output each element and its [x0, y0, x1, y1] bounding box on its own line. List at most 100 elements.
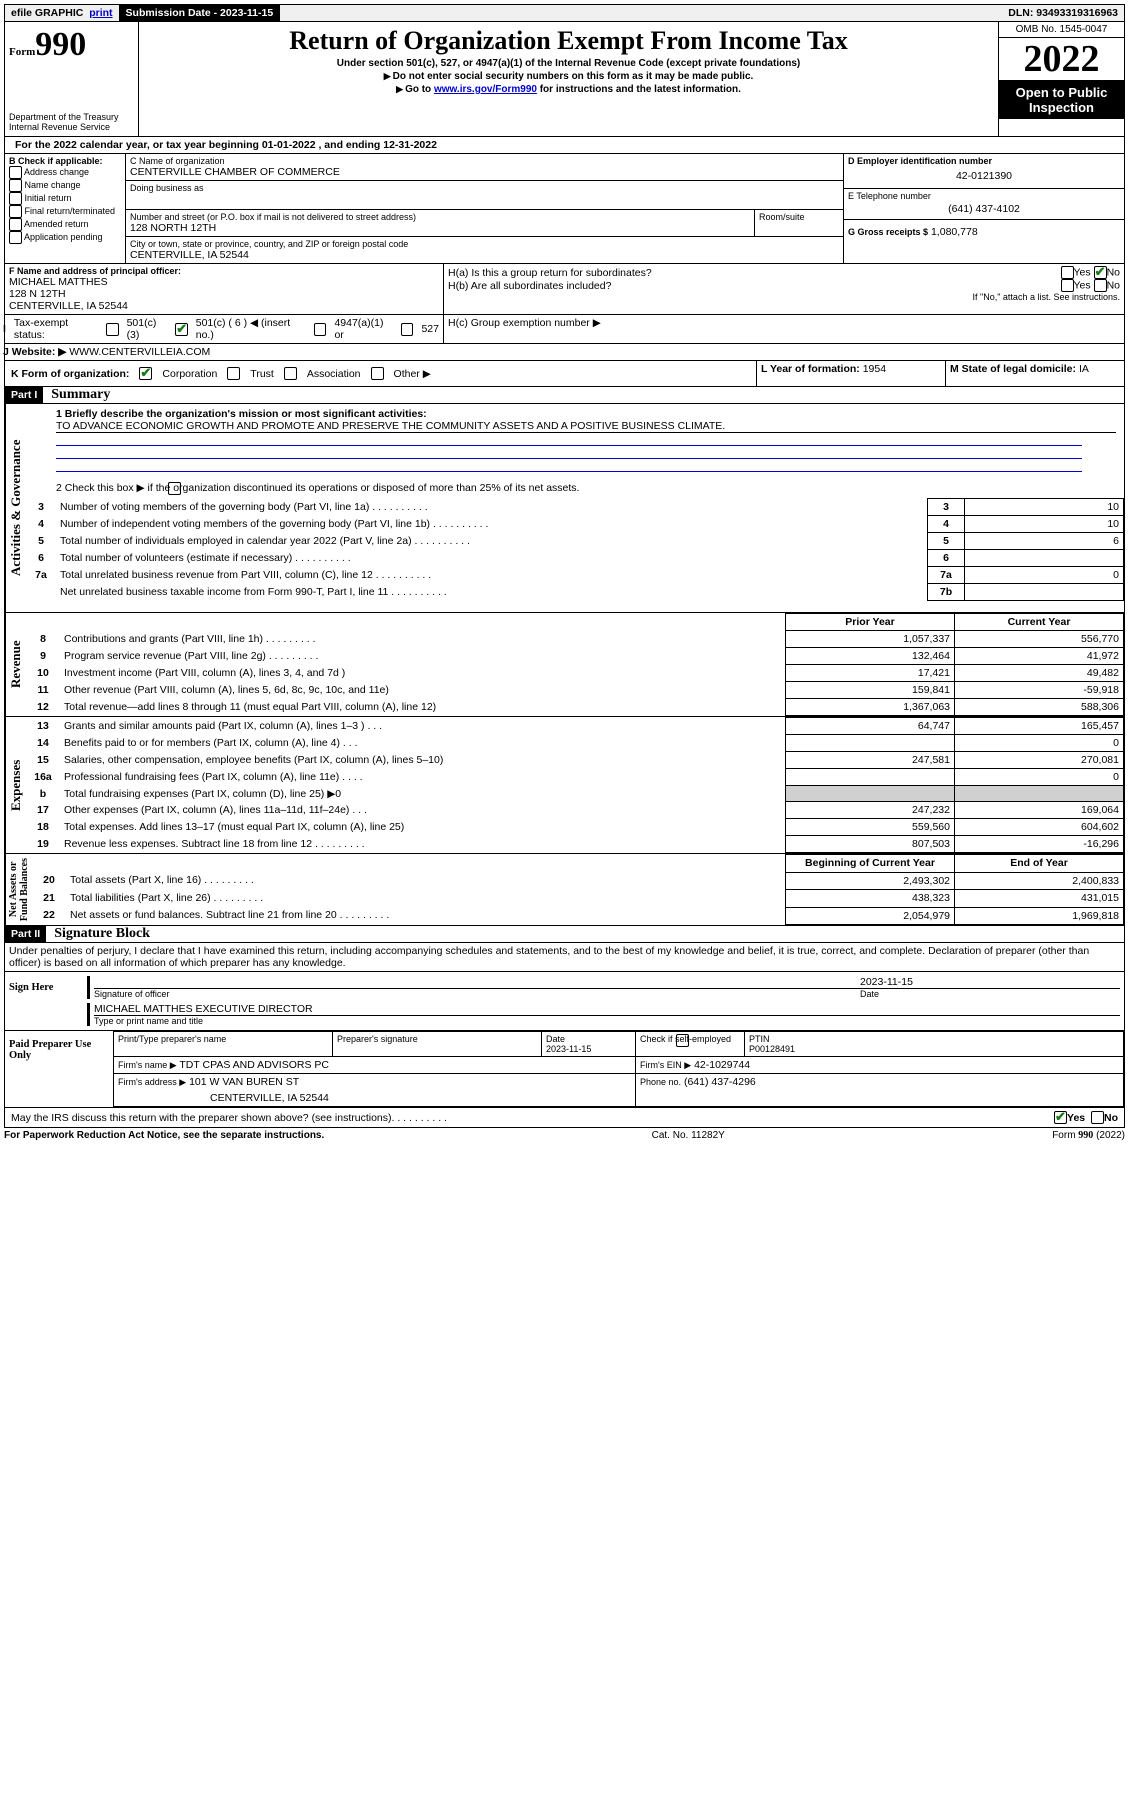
box-b-checkbox[interactable] [9, 192, 22, 205]
dept-label: Department of the Treasury [9, 112, 134, 122]
submission-date: Submission Date - 2023-11-15 [120, 5, 281, 21]
box-b-checkbox[interactable] [9, 179, 22, 192]
sign-here-section: Sign Here Signature of officer 2023-11-1… [4, 972, 1125, 1031]
line-2: 2 Check this box ▶ if the organization d… [56, 482, 1116, 494]
org-name-label: C Name of organization [130, 156, 839, 166]
officer-addr1: 128 N 12TH [9, 288, 439, 300]
street-addr: 128 NORTH 12TH [130, 222, 750, 234]
hb-yes-checkbox[interactable] [1061, 279, 1074, 292]
tax-status-label: Tax-exempt status: [14, 317, 98, 341]
discuss-no-checkbox[interactable] [1091, 1111, 1104, 1124]
net-assets-table: Beginning of Current YearEnd of Year20To… [32, 854, 1124, 925]
paid-preparer-section: Paid Preparer Use Only Print/Type prepar… [4, 1031, 1125, 1108]
net-assets-section: Net Assets orFund Balances Beginning of … [4, 854, 1125, 926]
org-name: CENTERVILLE CHAMBER OF COMMERCE [130, 166, 839, 178]
subtitle-1: Under section 501(c), 527, or 4947(a)(1)… [143, 58, 994, 69]
form-org-label: K Form of organization: [11, 368, 129, 380]
revenue-section: Revenue Prior YearCurrent Year8Contribut… [4, 613, 1125, 717]
efile-label: efile GRAPHIC print [5, 5, 120, 21]
officer-label: F Name and address of principal officer: [9, 266, 439, 276]
type-label: Type or print name and title [94, 1015, 1120, 1026]
city-value: CENTERVILLE, IA 52544 [130, 249, 839, 261]
paid-preparer-table: Print/Type preparer's name Preparer's si… [113, 1031, 1124, 1107]
sig-date: 2023-11-15 [860, 976, 1120, 988]
phone-value: (641) 437-4102 [848, 201, 1120, 217]
top-bar: efile GRAPHIC print Submission Date - 20… [4, 4, 1125, 22]
expenses-section: Expenses 13Grants and similar amounts pa… [4, 717, 1125, 854]
firm-phone: (641) 437-4296 [684, 1076, 756, 1088]
501c-checkbox[interactable] [175, 323, 188, 336]
firm-addr: 101 W VAN BUREN ST [189, 1076, 299, 1088]
discuss-yes-checkbox[interactable] [1054, 1111, 1067, 1124]
header-grid: B Check if applicable: Address change Na… [4, 154, 1125, 264]
dba-label: Doing business as [130, 183, 839, 193]
form-header: Form990 Department of the Treasury Inter… [4, 22, 1125, 137]
website-row: J Website: ▶ WWW.CENTERVILLEIA.COM [4, 344, 1125, 361]
domicile: IA [1079, 363, 1089, 375]
sign-here-label: Sign Here [5, 972, 83, 1030]
form-org-row: K Form of organization: Corporation Trus… [4, 361, 1125, 387]
sig-date-label: Date [860, 988, 1120, 999]
city-label: City or town, state or province, country… [130, 239, 839, 249]
mission-label: 1 Briefly describe the organization's mi… [56, 408, 1116, 420]
omb-number: OMB No. 1545-0047 [999, 22, 1124, 38]
firm-name: TDT CPAS AND ADVISORS PC [179, 1059, 329, 1071]
prep-sig-label: Preparer's signature [333, 1032, 542, 1057]
inspection-label: Open to Public Inspection [999, 81, 1124, 119]
self-emp-checkbox[interactable] [676, 1034, 689, 1047]
officer-addr2: CENTERVILLE, IA 52544 [9, 300, 439, 312]
revenue-table: Prior YearCurrent Year8Contributions and… [26, 613, 1124, 716]
gross-value: 1,080,778 [931, 226, 978, 238]
form-label: Form [9, 46, 35, 58]
mission-text: TO ADVANCE ECONOMIC GROWTH AND PROMOTE A… [56, 420, 1116, 433]
discuss-row: May the IRS discuss this return with the… [4, 1108, 1125, 1128]
other-checkbox[interactable] [371, 367, 384, 380]
box-b-checkbox[interactable] [9, 166, 22, 179]
ha-no-checkbox[interactable] [1094, 266, 1107, 279]
sig-officer-label: Signature of officer [94, 988, 860, 999]
4947-checkbox[interactable] [314, 323, 327, 336]
ha-label: H(a) Is this a group return for subordin… [448, 267, 652, 279]
expenses-table: 13Grants and similar amounts paid (Part … [26, 717, 1124, 853]
part1-header: Part I Summary [4, 387, 1125, 404]
box-b-checkbox[interactable] [9, 218, 22, 231]
declaration: Under penalties of perjury, I declare th… [4, 943, 1125, 972]
hb-no-checkbox[interactable] [1094, 279, 1107, 292]
dln: DLN: 93493319316963 [1002, 5, 1124, 21]
irs-link[interactable]: www.irs.gov/Form990 [434, 84, 537, 95]
tax-status-row: I Tax-exempt status: 501(c)(3) 501(c) ( … [4, 315, 1125, 344]
year-formation: 1954 [863, 363, 886, 375]
ptin: P00128491 [749, 1044, 795, 1054]
part2-header: Part II Signature Block [4, 926, 1125, 943]
box-b-label: B Check if applicable: [9, 156, 121, 166]
assoc-checkbox[interactable] [284, 367, 297, 380]
officer-row: F Name and address of principal officer:… [4, 264, 1125, 315]
ha-yes-checkbox[interactable] [1061, 266, 1074, 279]
form-title: Return of Organization Exempt From Incom… [143, 26, 994, 56]
trust-checkbox[interactable] [227, 367, 240, 380]
line-a: For the 2022 calendar year, or tax year … [4, 137, 1125, 154]
governance-table: 3Number of voting members of the governi… [26, 498, 1124, 601]
irs-label: Internal Revenue Service [9, 122, 134, 132]
corp-checkbox[interactable] [139, 367, 152, 380]
room-label: Room/suite [754, 210, 843, 236]
officer-name: MICHAEL MATTHES [9, 276, 439, 288]
phone-label: E Telephone number [848, 191, 1120, 201]
firm-ein: 42-1029744 [694, 1059, 750, 1071]
discontinued-checkbox[interactable] [168, 482, 181, 495]
form-number: 990 [35, 26, 86, 63]
prep-name-label: Print/Type preparer's name [114, 1032, 333, 1057]
paid-preparer-label: Paid Preparer Use Only [5, 1031, 113, 1107]
box-b-checkbox[interactable] [9, 205, 22, 218]
website-label: Website: ▶ [12, 346, 67, 358]
print-link[interactable]: print [89, 7, 112, 19]
hb-note: If "No," attach a list. See instructions… [448, 292, 1120, 302]
ein-value: 42-0121390 [848, 166, 1120, 186]
prep-date: 2023-11-15 [546, 1044, 591, 1054]
501c3-checkbox[interactable] [106, 323, 119, 336]
527-checkbox[interactable] [401, 323, 414, 336]
page-footer: For Paperwork Reduction Act Notice, see … [4, 1128, 1125, 1143]
officer-name-title: MICHAEL MATTHES EXECUTIVE DIRECTOR [94, 1003, 1120, 1015]
box-b-checkbox[interactable] [9, 231, 22, 244]
domicile-label: M State of legal domicile: [950, 363, 1076, 375]
